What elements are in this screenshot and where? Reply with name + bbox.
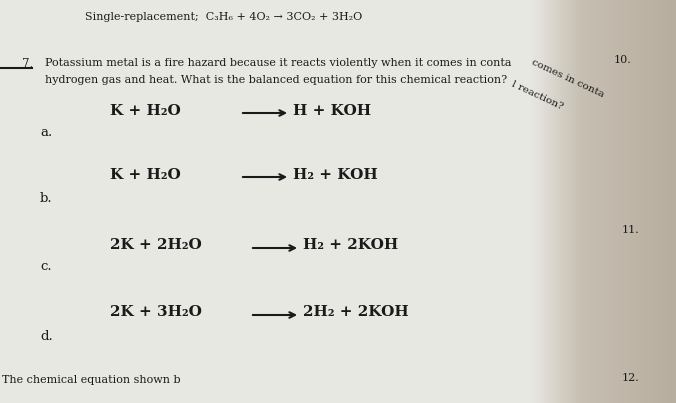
Text: hydrogen gas and heat. What is the balanced equation for this chemical reaction?: hydrogen gas and heat. What is the balan… xyxy=(45,75,507,85)
Text: 7.: 7. xyxy=(22,58,33,71)
Text: 2K + 3H₂O: 2K + 3H₂O xyxy=(110,305,202,319)
Text: d.: d. xyxy=(40,330,53,343)
Text: Potassium metal is a fire hazard because it reacts violently when it comes in co: Potassium metal is a fire hazard because… xyxy=(45,58,512,68)
Text: H + KOH: H + KOH xyxy=(293,104,371,118)
Text: 2K + 2H₂O: 2K + 2H₂O xyxy=(110,238,201,252)
Text: comes in conta: comes in conta xyxy=(530,58,605,100)
Text: K + H₂O: K + H₂O xyxy=(110,104,180,118)
Text: H₂ + KOH: H₂ + KOH xyxy=(293,168,378,182)
Text: 12.: 12. xyxy=(622,373,639,383)
Text: c.: c. xyxy=(40,260,51,273)
Text: b.: b. xyxy=(40,192,53,205)
Text: H₂ + 2KOH: H₂ + 2KOH xyxy=(303,238,398,252)
Text: 11.: 11. xyxy=(622,225,639,235)
Text: K + H₂O: K + H₂O xyxy=(110,168,180,182)
Text: Single-replacement;  C₃H₆ + 4O₂ → 3CO₂ + 3H₂O: Single-replacement; C₃H₆ + 4O₂ → 3CO₂ + … xyxy=(85,12,362,22)
Text: The chemical equation shown b: The chemical equation shown b xyxy=(2,375,180,385)
Text: l reaction?: l reaction? xyxy=(510,80,564,112)
Text: a.: a. xyxy=(40,126,52,139)
Text: 10.: 10. xyxy=(614,55,632,65)
Text: 2H₂ + 2KOH: 2H₂ + 2KOH xyxy=(303,305,409,319)
